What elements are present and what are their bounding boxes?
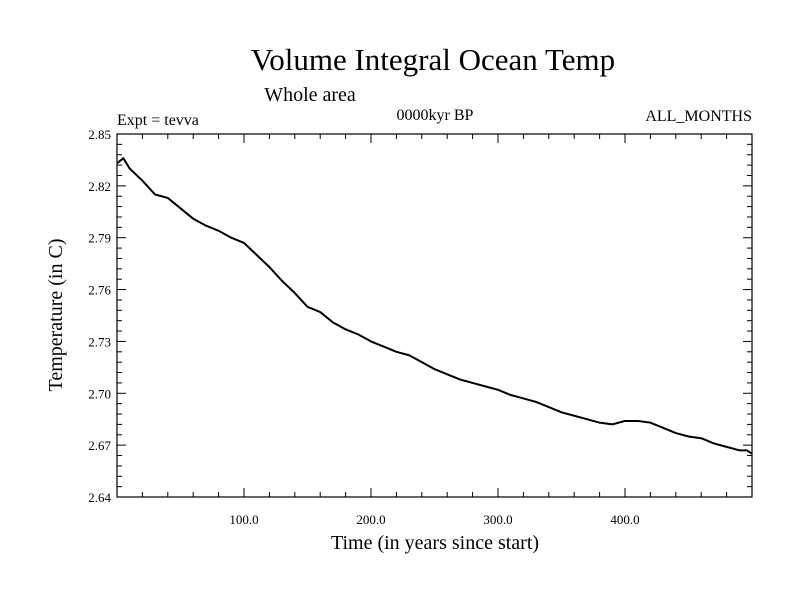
plot-frame — [116, 133, 753, 498]
y-tick-label: 2.67 — [88, 438, 111, 453]
x-tick-label: 100.0 — [229, 512, 258, 527]
x-tick-label: 200.0 — [356, 512, 385, 527]
temperature-line — [116, 157, 753, 455]
y-tick-label: 2.79 — [88, 231, 111, 246]
experiment-label: Expt = tevva — [117, 112, 199, 129]
y-axis-title: Temperature (in C) — [45, 239, 67, 392]
y-tick-label: 2.73 — [88, 334, 111, 349]
y-tick-label: 2.70 — [88, 386, 111, 401]
chart-title: Volume Integral Ocean Temp — [251, 42, 615, 77]
series-layer — [116, 157, 753, 455]
axis-ticks: 100.0 200.0 300.0 400.0 2.64 2.67 2.70 2.73 2.76… — [88, 127, 752, 527]
y-tick-label: 2.82 — [88, 179, 111, 194]
y-tick-label: 2.76 — [88, 283, 111, 298]
x-tick-label: 400.0 — [610, 512, 639, 527]
chart-subtitle: Whole area — [264, 84, 356, 106]
y-tick-label: 2.85 — [88, 127, 111, 142]
x-tick-label: 300.0 — [483, 512, 512, 527]
y-tick-label: 2.64 — [88, 490, 111, 505]
x-axis-title: Time (in years since start) — [331, 532, 539, 554]
period-label: 0000kyr BP — [397, 107, 474, 124]
months-label: ALL_MONTHS — [645, 108, 752, 125]
